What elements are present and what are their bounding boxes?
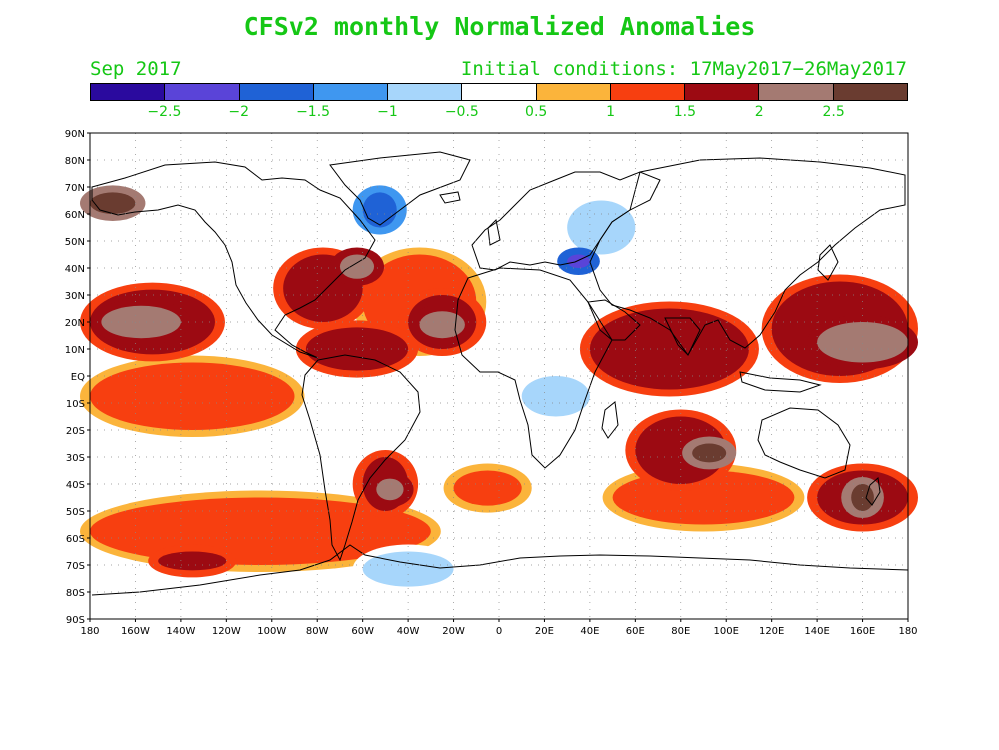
anomaly-region [692,443,727,463]
colorbar-tick-label: −1 [377,104,398,120]
latitude-label: 90N [65,129,85,140]
latitude-label: 80S [66,588,85,599]
coastline-africa [454,267,613,469]
anomaly-region [589,308,749,390]
colorbar-cell [313,84,389,100]
longitude-label: 80W [306,626,329,637]
coastline-madagascar [601,401,619,439]
anomaly-region [817,322,908,363]
colorbar-cell [610,84,686,100]
anomaly-region [101,305,181,339]
coastline-greenland [329,151,471,226]
longitude-label: 20W [442,626,465,637]
colorbar-tick-label: −2 [228,104,250,120]
colorbar-tick-label: −1.5 [296,104,331,120]
map-title: CFSv2 monthly Normalized Anomalies [243,12,756,41]
longitude-label: 100W [257,626,286,637]
colorbar-cell [759,84,834,100]
anomaly-region [362,192,397,228]
latitude-labels: 90N 80N 70N 60N 50N 40N 30N 20N 10N EQ 10S 20S 30S 40… [65,129,90,626]
colorbar-tick-label: 2 [754,104,764,120]
colorbar-cell [685,84,760,100]
colorbar-cell [833,84,907,100]
coastline-new-zealand [865,477,881,506]
anomaly-region [453,470,522,506]
latitude-label: 50N [65,237,85,248]
coastline-arabia [587,299,641,341]
initial-conditions-label: Initial conditions: 17May2017−26May2017 [460,58,907,80]
colorbar-tick-label: −2.5 [147,104,182,120]
latitude-label: 60N [65,210,85,221]
anomaly-region [376,478,404,501]
colorbar-tick-label: 2.5 [822,104,845,120]
anomaly-region [339,254,375,279]
coastline-india [664,317,701,356]
colorbar-cell [239,84,314,100]
longitude-label: 100E [714,626,739,637]
coastline-south-america [301,354,421,562]
anomaly-region [567,200,636,255]
colorbar [90,83,908,101]
longitude-label: 20E [535,626,554,637]
coastline-asia [589,157,906,356]
anomaly-region [362,551,454,587]
longitude-label: 40W [397,626,420,637]
latitude-label: 90S [66,615,85,626]
anomaly-region [90,362,295,430]
coastline-iceland [439,191,461,204]
latitude-label: 80N [65,156,85,167]
latitude-label: 20N [65,318,85,329]
colorbar-tick-label: −0.5 [444,104,479,120]
colorbar-cell [462,84,537,100]
colorbar-cell [91,84,166,100]
longitude-label: 120W [212,626,241,637]
latitude-label: 50S [66,507,85,518]
latitude-label: 10S [66,399,85,410]
valid-month-label: Sep 2017 [90,58,182,80]
latitude-label: 70S [66,561,85,572]
latitude-label: 30S [66,453,85,464]
longitude-label: 60E [626,626,645,637]
coastline-north-america [91,161,376,359]
anomaly-region [419,311,465,339]
colorbar-tick-label: 0.5 [525,104,548,120]
colorbar-tick-label: 1.5 [673,104,697,120]
coastline-europe [471,171,661,271]
latitude-label: 60S [66,534,85,545]
colorbar-tick-label: 1 [606,104,615,120]
longitude-label: 180 [80,626,99,637]
longitude-label: 120E [759,626,784,637]
longitude-labels: 180 160W 140W 120W 100W 80W 60W 40W 20W 0 20E 40E 60… [80,619,918,637]
latitude-label: 40N [65,264,85,275]
latitude-label: 30N [65,291,85,302]
longitude-label: 80E [671,626,690,637]
latitude-label: 20S [66,426,85,437]
coastline-antarctica [91,544,909,596]
longitude-label: 60W [351,626,374,637]
anomaly-region [158,551,227,571]
colorbar-cell [536,84,611,100]
colorbar-cell [388,84,463,100]
anomaly-region [90,192,136,214]
coastline-uk [487,218,501,246]
coastline-australia [757,407,851,479]
longitude-label: 160E [850,626,875,637]
colorbar-cell [165,84,240,100]
latitude-label: 40S [66,480,85,491]
coastline-japan [817,244,839,281]
latitude-label: EQ [71,372,85,383]
longitude-label: 160W [121,626,150,637]
longitude-label: 180 [898,626,917,637]
anomaly-region [521,376,590,417]
longitude-label: 40E [580,626,599,637]
coastline-indonesia [739,371,822,393]
longitude-label: 0 [496,626,502,637]
latitude-label: 70N [65,183,85,194]
latitude-label: 10N [65,345,85,356]
longitude-label: 140E [804,626,829,637]
coastline-layer [91,151,909,596]
longitude-label: 140W [166,626,195,637]
